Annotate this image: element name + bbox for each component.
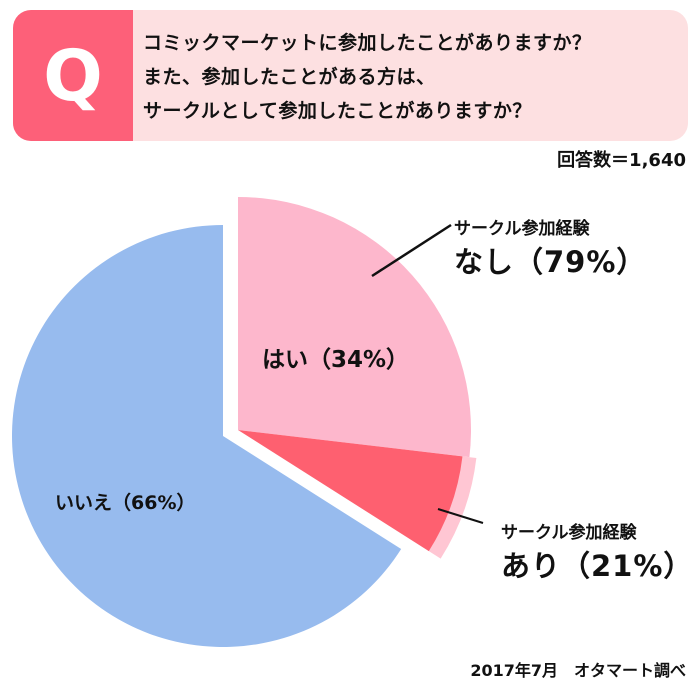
label-circle-yes-main: あり（21%） <box>501 549 694 583</box>
label-circle-none-main: なし（79%） <box>454 245 647 279</box>
question-line-3: サークルとして参加したことがありますか？ <box>143 100 532 122</box>
leader-line-ari <box>437 508 484 524</box>
pie-slice-no <box>12 225 402 647</box>
label-circle-none: サークル参加経験 なし（79%） <box>454 214 646 281</box>
label-circle-yes-sub: サークル参加経験 <box>501 523 637 543</box>
q-marker: Q <box>13 10 133 141</box>
question-line-1: コミックマーケットに参加したことがありますか？ <box>143 32 592 54</box>
leader-line-none <box>371 223 452 278</box>
pie-slice-yes-circle-band <box>427 456 477 559</box>
label-circle-yes: サークル参加経験 あり（21%） <box>501 518 693 585</box>
label-no: いいえ（66%） <box>55 492 196 514</box>
question-line-2: また、参加したことがある方は、 <box>143 66 436 88</box>
question-text: コミックマーケットに参加したことがありますか？ また、参加したことがある方は、 … <box>143 26 592 128</box>
pie-slice-yes-circle-yes <box>238 430 463 552</box>
response-count: 回答数＝1,640 <box>557 150 686 171</box>
pie-slice-yes-circle-none <box>238 197 471 458</box>
question-box: Q コミックマーケットに参加したことがありますか？ また、参加したことがある方は… <box>13 10 688 141</box>
label-yes: はい（34%） <box>262 347 410 373</box>
label-circle-none-sub: サークル参加経験 <box>454 219 590 239</box>
source-note: 2017年7月 オタマート調べ <box>470 661 686 680</box>
